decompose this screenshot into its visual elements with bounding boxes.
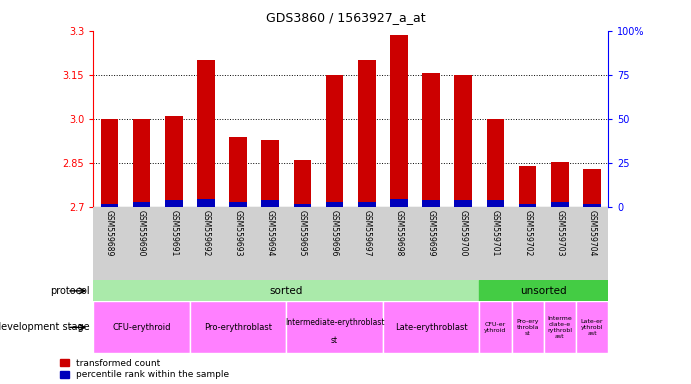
Bar	[325, 202, 343, 207]
Bar	[165, 200, 182, 207]
Bar	[286, 301, 383, 353]
Bar	[422, 73, 440, 207]
Bar	[480, 301, 511, 353]
Legend: transformed count, percentile rank within the sample: transformed count, percentile rank withi…	[60, 359, 229, 379]
Bar	[519, 204, 536, 207]
Text: GSM559698: GSM559698	[395, 210, 404, 256]
Bar	[455, 76, 472, 207]
Text: CFU-erythroid: CFU-erythroid	[113, 323, 171, 332]
Bar	[583, 169, 601, 207]
Bar	[422, 200, 440, 207]
Text: GSM559696: GSM559696	[330, 210, 339, 256]
Text: Pro-ery
throbla
st: Pro-ery throbla st	[516, 319, 539, 336]
Bar	[93, 301, 190, 353]
Bar	[383, 301, 480, 353]
Text: CFU-er
ythroid: CFU-er ythroid	[484, 322, 507, 333]
Bar	[551, 202, 569, 207]
Bar	[544, 301, 576, 353]
Bar	[294, 204, 311, 207]
Text: GSM559704: GSM559704	[587, 210, 596, 256]
Text: GSM559691: GSM559691	[169, 210, 178, 256]
Bar	[358, 60, 376, 207]
Bar	[229, 137, 247, 207]
Text: GSM559692: GSM559692	[201, 210, 210, 256]
Bar	[100, 119, 118, 207]
Text: unsorted: unsorted	[520, 286, 567, 296]
Text: GSM559702: GSM559702	[523, 210, 532, 256]
Text: st: st	[331, 336, 338, 345]
Bar	[197, 60, 215, 207]
Text: GSM559693: GSM559693	[234, 210, 243, 256]
Bar	[511, 301, 544, 353]
Bar	[390, 199, 408, 207]
Text: GSM559699: GSM559699	[426, 210, 435, 256]
Bar	[551, 162, 569, 207]
Bar	[294, 160, 311, 207]
Bar	[133, 202, 151, 207]
Text: GSM559695: GSM559695	[298, 210, 307, 256]
Text: protocol: protocol	[50, 286, 90, 296]
Text: GSM559689: GSM559689	[105, 210, 114, 256]
Bar	[390, 35, 408, 207]
Bar	[93, 280, 480, 301]
Bar	[583, 204, 601, 207]
Text: GSM559697: GSM559697	[362, 210, 371, 256]
Text: GDS3860 / 1563927_a_at: GDS3860 / 1563927_a_at	[265, 12, 426, 25]
Bar	[480, 280, 608, 301]
Text: Intermediate-erythroblast: Intermediate-erythroblast	[285, 318, 384, 327]
Text: GSM559703: GSM559703	[556, 210, 565, 256]
Bar	[165, 116, 182, 207]
Bar	[197, 199, 215, 207]
Bar	[325, 76, 343, 207]
Text: Pro-erythroblast: Pro-erythroblast	[204, 323, 272, 332]
Bar	[519, 166, 536, 207]
Text: Late-er
ythrobl
ast: Late-er ythrobl ast	[580, 319, 603, 336]
Bar	[100, 204, 118, 207]
Bar	[576, 301, 608, 353]
Text: sorted: sorted	[269, 286, 303, 296]
Bar	[486, 119, 504, 207]
Bar	[261, 200, 279, 207]
Bar	[358, 202, 376, 207]
Text: GSM559694: GSM559694	[266, 210, 275, 256]
Text: Late-erythroblast: Late-erythroblast	[395, 323, 467, 332]
Bar	[261, 140, 279, 207]
Bar	[133, 119, 151, 207]
Bar	[229, 202, 247, 207]
Text: GSM559690: GSM559690	[137, 210, 146, 256]
Bar	[190, 301, 286, 353]
Text: Interme
diate-e
rythrobl
ast: Interme diate-e rythrobl ast	[547, 316, 572, 339]
Text: GSM559700: GSM559700	[459, 210, 468, 256]
Bar	[486, 200, 504, 207]
Text: development stage: development stage	[0, 322, 90, 333]
Bar	[455, 200, 472, 207]
Text: GSM559701: GSM559701	[491, 210, 500, 256]
